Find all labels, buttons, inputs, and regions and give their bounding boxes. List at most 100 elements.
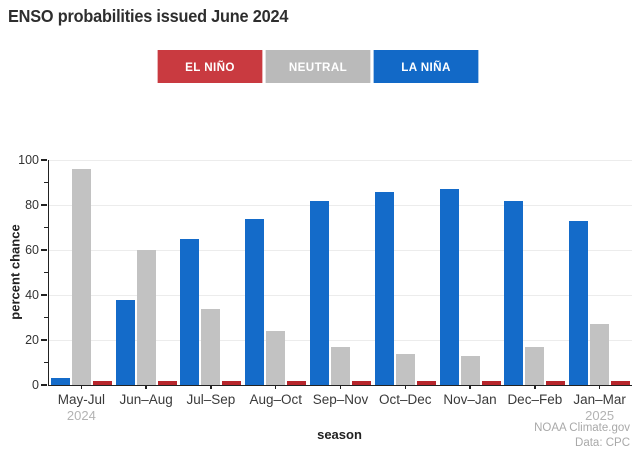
- x-category-label: Jan–Mar 2025: [558, 392, 642, 424]
- y-tick-label-0: 0: [32, 378, 39, 392]
- x-season-label: May-Jul: [57, 392, 106, 407]
- x-season-label: Oct–Dec: [379, 392, 432, 407]
- bar-group-Sep–Nov: [310, 200, 371, 385]
- bar-neutral: [331, 346, 350, 385]
- x-category-label: May-Jul 2024: [39, 392, 123, 424]
- footer-credit: NOAA Climate.gov: [534, 422, 630, 434]
- bar-group-Nov–Jan: [439, 189, 501, 385]
- y-tick-20: [41, 339, 47, 341]
- x-category-label: Sep–Nov: [299, 392, 383, 408]
- x-season-label: Nov–Jan: [443, 392, 497, 407]
- x-tick-Aug–Oct: [274, 385, 277, 389]
- bar-group-Oct–Dec: [374, 191, 436, 385]
- legend-label-el-nino: EL NIÑO: [185, 59, 235, 74]
- gridline-80: [49, 204, 632, 206]
- x-tick-Nov–Jan: [469, 385, 471, 389]
- bar-neutral: [525, 346, 545, 385]
- bar-neutral: [460, 355, 480, 385]
- bar-neutral: [266, 331, 286, 385]
- gridline-100: [49, 159, 632, 161]
- legend-label-neutral: NEUTRAL: [288, 59, 348, 74]
- y-minor-tick-50: [44, 271, 48, 274]
- x-season-label: Jul–Sep: [186, 392, 236, 407]
- legend-item-el-nino: EL NIÑO: [157, 50, 263, 83]
- y-tick-label-40: 40: [25, 288, 39, 302]
- x-category-label: Jul–Sep: [169, 392, 253, 408]
- footer-source: Data: CPC: [575, 436, 630, 449]
- legend: EL NIÑO NEUTRAL LA NIÑA: [156, 50, 480, 83]
- x-season-label: Aug–Oct: [249, 392, 302, 407]
- bar-la-nina: [180, 238, 200, 385]
- bar-el-nino: [287, 380, 307, 385]
- x-axis-title: season: [317, 427, 362, 442]
- bar-el-nino: [92, 380, 112, 385]
- legend-label-la-nina: LA NIÑA: [401, 59, 451, 74]
- y-tick-label-20: 20: [25, 333, 39, 347]
- bar-neutral: [136, 250, 156, 385]
- x-tick-Jul–Sep: [210, 385, 212, 389]
- y-tick-80: [41, 204, 47, 206]
- bar-el-nino: [546, 380, 566, 385]
- x-tick-Oct–Dec: [404, 385, 407, 389]
- bar-neutral: [71, 169, 91, 385]
- y-tick-40: [41, 294, 47, 296]
- x-category-label: Oct–Dec: [363, 392, 447, 408]
- bar-el-nino: [481, 380, 501, 385]
- gridline-20: [49, 339, 632, 341]
- x-tick-Dec–Feb: [534, 385, 536, 389]
- chart-title: ENSO probabilities issued June 2024: [8, 6, 289, 26]
- x-season-label: Sep–Nov: [312, 392, 369, 407]
- bar-group-Dec–Feb: [504, 200, 566, 385]
- bar-el-nino: [157, 380, 177, 385]
- y-tick-100: [41, 159, 47, 161]
- x-tick-Sep–Nov: [339, 385, 342, 389]
- y-tick-0: [41, 384, 47, 386]
- x-tick-Jun–Aug: [145, 385, 147, 389]
- x-year-label: 2024: [66, 408, 96, 423]
- x-season-label: Jun–Aug: [119, 392, 173, 407]
- x-year-label: 2025: [585, 408, 615, 423]
- bar-la-nina: [310, 200, 329, 385]
- y-tick-60: [41, 249, 47, 251]
- gridline-40: [49, 294, 632, 296]
- x-category-label: Jun–Aug: [104, 392, 188, 408]
- y-tick-label-60: 60: [25, 243, 39, 257]
- chart-credits: NOAA Climate.gov Data: CPC: [534, 421, 630, 451]
- legend-item-la-nina: LA NIÑA: [373, 50, 479, 83]
- y-axis-title: percent chance: [7, 224, 23, 320]
- x-tick-Jan–Mar: [598, 385, 601, 389]
- y-tick-label-80: 80: [25, 198, 39, 212]
- bar-la-nina: [569, 220, 589, 385]
- y-tick-label-100: 100: [18, 153, 39, 167]
- x-category-label: Dec–Feb: [493, 392, 577, 408]
- bar-neutral: [395, 353, 415, 385]
- bar-el-nino: [352, 380, 371, 385]
- y-minor-tick-70: [44, 226, 48, 229]
- bar-la-nina: [50, 378, 70, 385]
- bar-neutral: [590, 324, 610, 385]
- x-category-label: Nov–Jan: [428, 392, 512, 408]
- y-minor-tick-30: [44, 316, 48, 319]
- bar-group-Aug–Oct: [245, 218, 307, 385]
- bar-group-Jul–Sep: [180, 238, 242, 385]
- bar-el-nino: [611, 380, 631, 385]
- y-minor-tick-90: [44, 181, 48, 184]
- x-season-label: Dec–Feb: [507, 392, 563, 407]
- bar-group-Jun–Aug: [115, 250, 177, 385]
- x-season-label: Jan–Mar: [573, 392, 626, 407]
- bar-group-Jan–Mar: [569, 220, 631, 385]
- y-minor-tick-10: [44, 361, 48, 364]
- x-category-label: Aug–Oct: [234, 392, 318, 408]
- bar-el-nino: [416, 380, 436, 385]
- bar-el-nino: [222, 380, 242, 385]
- bar-la-nina: [439, 189, 459, 385]
- bar-la-nina: [245, 218, 265, 385]
- bar-group-May-Jul: [50, 169, 112, 385]
- bar-la-nina: [115, 299, 135, 385]
- bar-la-nina: [374, 191, 394, 385]
- gridline-60: [49, 249, 632, 251]
- plot-area: 0 20 40 60 80 100 May-Jul 2024 Jun–Aug Jul–Sep Aug…: [18, 153, 632, 423]
- bar-neutral: [201, 308, 221, 385]
- bar-la-nina: [504, 200, 524, 385]
